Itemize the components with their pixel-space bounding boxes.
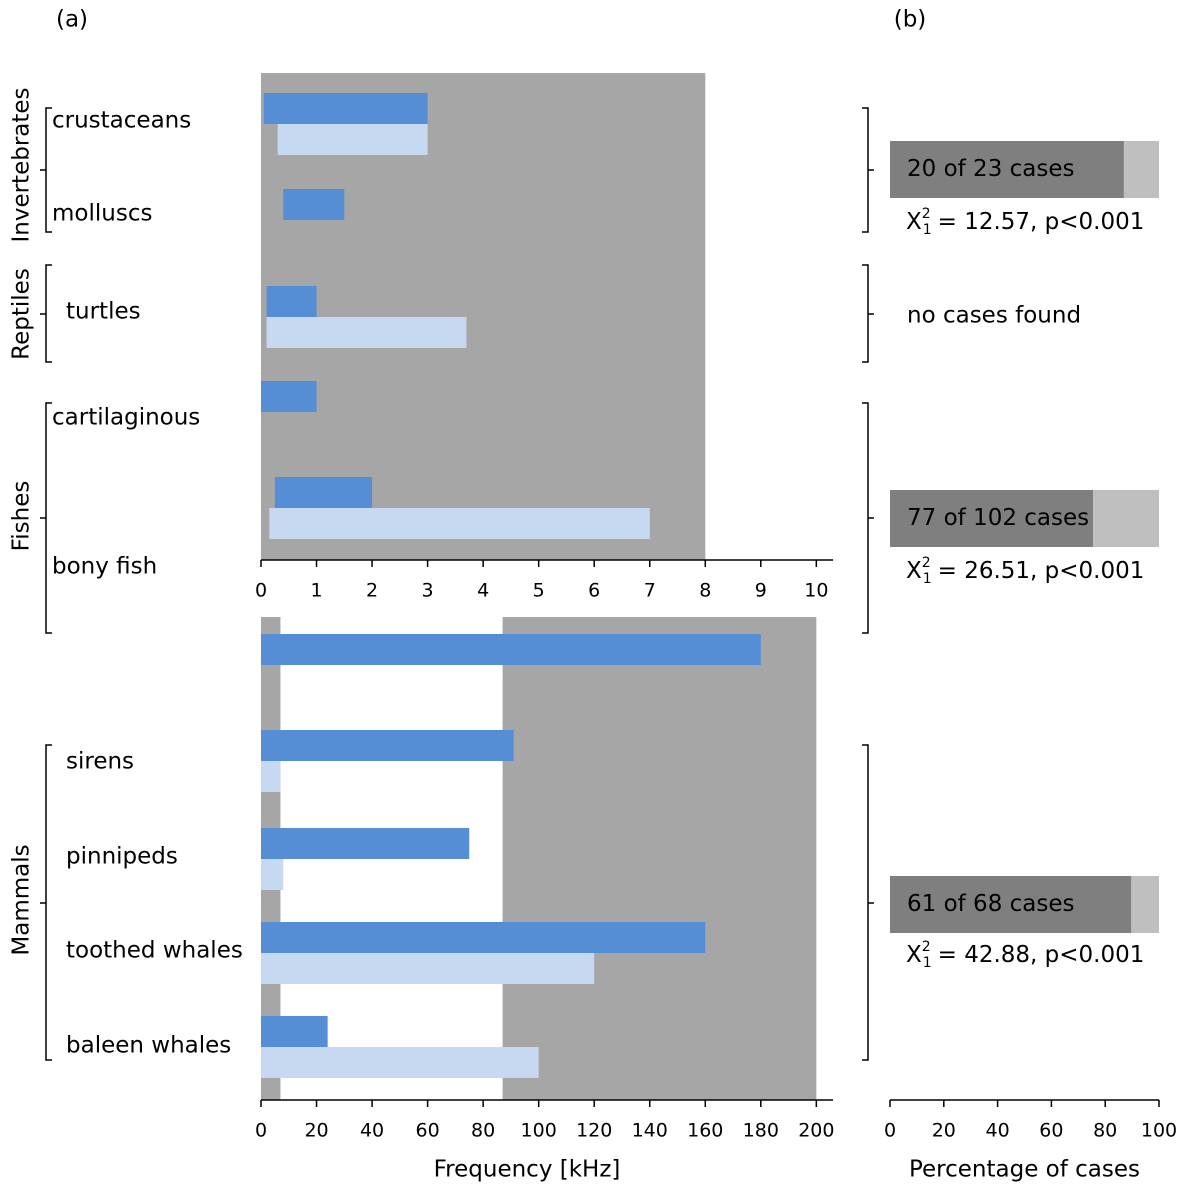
bracket (862, 265, 874, 362)
x-tick-label: 200 (798, 1120, 834, 1142)
figure: (a) (b) Invertebrates Reptiles Fishes Ma… (0, 0, 1186, 1191)
category-label: toothed whales (66, 938, 243, 964)
category-label: sirens (66, 749, 134, 775)
x-tick-label: 2 (366, 580, 378, 602)
bar (261, 1047, 539, 1078)
group-label: Reptiles (9, 268, 35, 360)
bar (269, 508, 649, 539)
x-tick-label: 5 (533, 580, 545, 602)
x-tick-label: 60 (416, 1120, 440, 1142)
category-label: cartilaginous (52, 405, 200, 431)
x-tick-label: 160 (687, 1120, 723, 1142)
bar (283, 189, 344, 220)
x-tick-label: 7 (644, 580, 656, 602)
group-label: Mammals (9, 844, 35, 955)
bar (261, 634, 761, 665)
group-label: Invertebrates (9, 87, 35, 242)
bar (261, 953, 594, 984)
bar (261, 1016, 328, 1047)
statistic-part: 2 (922, 206, 931, 222)
x-tick-label: 40 (360, 1120, 384, 1142)
bracket (862, 745, 874, 1060)
statistic-part: 1 (923, 222, 932, 238)
stacked-bar (1093, 490, 1159, 547)
bracket (862, 403, 874, 633)
x-tick-label: 60 (1039, 1120, 1063, 1142)
x-tick-label: 80 (471, 1120, 495, 1142)
x-tick-label: 6 (588, 580, 600, 602)
x-tick-label: 9 (755, 580, 767, 602)
statistic-part: = 42.88, p<0.001 (938, 942, 1145, 968)
category-label: crustaceans (52, 108, 191, 134)
x-tick-label: 180 (743, 1120, 779, 1142)
stacked-bar (1131, 876, 1159, 933)
statistic-part: 1 (923, 571, 932, 587)
x-tick-label: 0 (255, 580, 267, 602)
x-tick-label: 140 (632, 1120, 668, 1142)
x-tick-label: 20 (932, 1120, 956, 1142)
bar (261, 381, 317, 412)
category-label: turtles (66, 299, 141, 325)
x-tick-label: 100 (521, 1120, 557, 1142)
bar (278, 124, 428, 155)
bar (261, 730, 514, 761)
x-axis-title: Percentage of cases (909, 1157, 1140, 1183)
x-tick-label: 1 (310, 580, 322, 602)
statistic-part: = 26.51, p<0.001 (938, 558, 1145, 584)
bracket (40, 403, 52, 633)
bar (267, 286, 317, 317)
bar-label: 61 of 68 cases (907, 891, 1075, 917)
panel-label: (b) (894, 7, 927, 33)
bracket (862, 108, 874, 232)
bar (261, 922, 705, 953)
bar (267, 317, 467, 348)
bar-label: 77 of 102 cases (907, 505, 1089, 531)
note: no cases found (907, 303, 1081, 329)
x-tick-label: 100 (1141, 1120, 1177, 1142)
statistic-part: X (906, 558, 922, 584)
group-label: Fishes (9, 481, 35, 552)
x-tick-label: 40 (986, 1120, 1010, 1142)
x-tick-label: 80 (1093, 1120, 1117, 1142)
category-label: molluscs (52, 201, 152, 227)
x-tick-label: 8 (699, 580, 711, 602)
statistic-part: 2 (922, 555, 931, 571)
bar (275, 477, 372, 508)
bar-label: 20 of 23 cases (907, 156, 1075, 182)
x-tick-label: 3 (422, 580, 434, 602)
statistic-part: X (906, 209, 922, 235)
bar (261, 859, 283, 890)
bracket (40, 108, 52, 232)
category-label: baleen whales (66, 1033, 231, 1059)
x-tick-label: 0 (884, 1120, 896, 1142)
x-tick-label: 120 (576, 1120, 612, 1142)
panel-label: (a) (56, 7, 88, 33)
bracket (40, 265, 52, 362)
stacked-bar (1124, 141, 1159, 198)
x-tick-label: 20 (304, 1120, 328, 1142)
statistic-part: 2 (922, 939, 931, 955)
statistic-part: = 12.57, p<0.001 (938, 209, 1145, 235)
bar (261, 761, 280, 792)
bracket (40, 745, 52, 1060)
x-tick-label: 10 (804, 580, 828, 602)
statistic-part: 1 (923, 955, 932, 971)
bar (264, 93, 428, 124)
x-axis-title: Frequency [kHz] (434, 1157, 621, 1183)
x-tick-label: 0 (255, 1120, 267, 1142)
statistic-part: X (906, 942, 922, 968)
x-tick-label: 4 (477, 580, 489, 602)
category-label: pinnipeds (66, 844, 178, 870)
category-label: bony fish (52, 554, 157, 580)
bar (261, 828, 469, 859)
